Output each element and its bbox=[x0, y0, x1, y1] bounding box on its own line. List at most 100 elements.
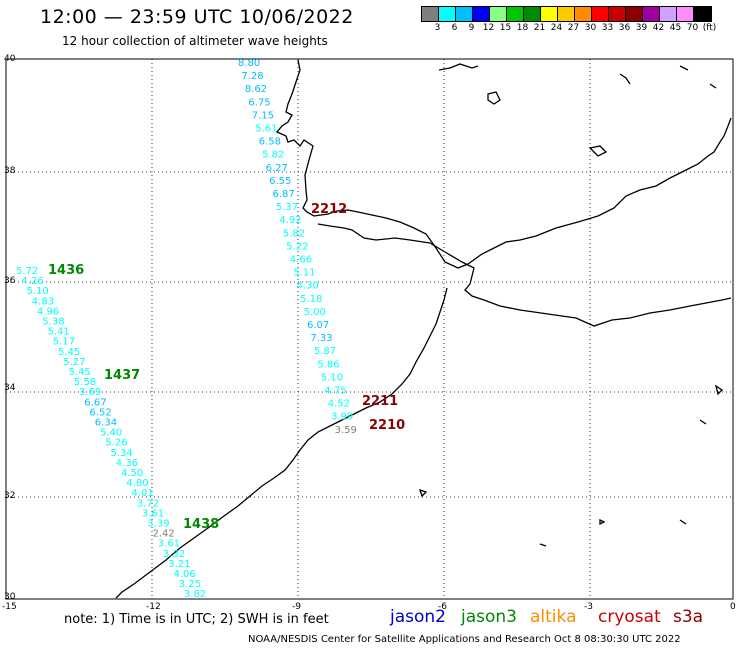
wave-height-value: 3.69 bbox=[79, 387, 101, 398]
wave-height-value: 5.10 bbox=[321, 372, 343, 383]
legend-swatch-15 bbox=[677, 7, 694, 21]
wave-height-value: 5.37 bbox=[276, 202, 298, 213]
satellite-altika: altika bbox=[530, 607, 577, 627]
legend-swatch-2 bbox=[456, 7, 473, 21]
legend-swatch-7 bbox=[541, 7, 558, 21]
lat-label-40: 40 bbox=[4, 54, 16, 64]
map-subtitle: 12 hour collection of altimeter wave hei… bbox=[62, 34, 328, 48]
color-legend bbox=[421, 6, 712, 22]
satellite-s3a: s3a bbox=[673, 607, 704, 627]
wave-height-value: 4.01 bbox=[132, 488, 154, 499]
legend-label-15: 70 bbox=[686, 23, 699, 33]
wave-height-value: 5.82 bbox=[262, 150, 284, 161]
wave-height-value: 4.30 bbox=[297, 281, 319, 292]
wave-height-value: 8.80 bbox=[238, 58, 260, 69]
wave-height-value: 5.58 bbox=[74, 377, 96, 388]
wave-height-value: 3.82 bbox=[184, 589, 206, 600]
wave-height-value: 3.61 bbox=[158, 539, 180, 550]
legend-swatch-14 bbox=[660, 7, 677, 21]
grid-lines bbox=[6, 59, 733, 599]
wave-height-value: 8.62 bbox=[245, 84, 267, 95]
wave-height-value: 5.82 bbox=[283, 228, 305, 239]
lat-label-38: 38 bbox=[4, 166, 16, 176]
legend-label-3: 12 bbox=[482, 23, 495, 33]
legend-swatch-11 bbox=[609, 7, 626, 21]
wave-height-value: 5.17 bbox=[53, 337, 75, 348]
jason3-pass-label-2: 1437 bbox=[104, 368, 140, 383]
legend-label-8: 27 bbox=[567, 23, 580, 33]
jason3-pass-label-1: 1436 bbox=[48, 263, 84, 278]
pass-labels: 1436 1437 1438 2212 2211 2210 bbox=[48, 202, 405, 532]
wave-height-value: 7.33 bbox=[310, 333, 332, 344]
wave-height-value: 6.52 bbox=[90, 407, 112, 418]
lat-label-34: 34 bbox=[4, 383, 16, 393]
legend-label-9: 30 bbox=[584, 23, 597, 33]
legend-swatch-9 bbox=[575, 7, 592, 21]
legend-swatch-13 bbox=[643, 7, 660, 21]
wave-height-value: 3.39 bbox=[147, 519, 169, 530]
wave-height-value: 5.61 bbox=[255, 124, 277, 135]
lon-label-minus6: -6 bbox=[438, 602, 447, 612]
lat-label-30: 30 bbox=[4, 592, 16, 602]
color-legend-labels: 3 6 9 12 15 18 21 24 27 30 33 36 39 42 45 70 (ft) bbox=[429, 23, 718, 33]
coastline bbox=[115, 59, 732, 599]
legend-label-2: 9 bbox=[468, 23, 475, 33]
wave-height-value: 5.38 bbox=[42, 317, 64, 328]
units-note: note: 1) Time is in UTC; 2) SWH is in fe… bbox=[64, 612, 329, 627]
wave-height-value: 6.87 bbox=[273, 189, 295, 200]
lat-label-32: 32 bbox=[4, 491, 16, 501]
legend-swatch-8 bbox=[558, 7, 575, 21]
wave-height-value: 4.80 bbox=[126, 478, 148, 489]
wave-height-value: 4.50 bbox=[121, 468, 143, 479]
legend-swatch-5 bbox=[507, 7, 524, 21]
legend-label-11: 36 bbox=[618, 23, 631, 33]
wave-height-value: 5.41 bbox=[48, 327, 70, 338]
wave-height-value: 6.58 bbox=[259, 137, 281, 148]
legend-swatch-12 bbox=[626, 7, 643, 21]
wave-height-value: 5.40 bbox=[100, 428, 122, 439]
wave-height-value: 4.92 bbox=[279, 215, 301, 226]
legend-label-5: 18 bbox=[516, 23, 529, 33]
wave-height-value: 5.72 bbox=[16, 266, 38, 277]
wave-height-value: 3.25 bbox=[179, 579, 201, 590]
wave-height-value: 4.06 bbox=[174, 569, 196, 580]
wave-height-value: 5.34 bbox=[111, 448, 133, 459]
legend-label-0: 3 bbox=[434, 23, 441, 33]
legend-swatch-16 bbox=[694, 7, 711, 21]
wave-height-value: 4.96 bbox=[37, 306, 59, 317]
legend-label-7: 24 bbox=[550, 23, 563, 33]
lon-label-minus9: -9 bbox=[292, 602, 301, 612]
wave-height-value: 5.86 bbox=[317, 359, 339, 370]
legend-label-6: 21 bbox=[533, 23, 546, 33]
wave-height-value: 5.27 bbox=[63, 357, 85, 368]
wave-height-value: 3.21 bbox=[168, 559, 190, 570]
legend-label-1: 6 bbox=[451, 23, 458, 33]
wave-height-track-west: 5.724.265.104.834.965.385.415.175.455.27… bbox=[16, 266, 206, 600]
legend-swatch-3 bbox=[473, 7, 490, 21]
wave-height-value: 4.26 bbox=[21, 276, 43, 287]
cryosat-pass-label-2: 2211 bbox=[362, 394, 398, 409]
wave-height-value: 5.18 bbox=[300, 294, 322, 305]
wave-height-value: 6.34 bbox=[95, 418, 117, 429]
wave-height-value: 5.22 bbox=[286, 241, 308, 252]
wave-height-value: 4.66 bbox=[290, 255, 312, 266]
map-frame bbox=[5, 58, 734, 600]
wave-height-value: 3.99 bbox=[331, 412, 353, 423]
wave-height-value: 5.45 bbox=[69, 367, 91, 378]
wave-height-value: 4.36 bbox=[116, 458, 138, 469]
wave-height-value: 6.27 bbox=[266, 163, 288, 174]
wave-height-track-east: 8.80 7.28 8.62 6.75 7.15 5.61 6.58 5.82 6.27 6.55… bbox=[238, 58, 357, 436]
satellite-jason2: jason2 bbox=[390, 607, 446, 627]
legend-label-10: 33 bbox=[601, 23, 614, 33]
legend-swatch-6 bbox=[524, 7, 541, 21]
wave-height-value: 3.32 bbox=[163, 549, 185, 560]
wave-height-value: 5.10 bbox=[27, 286, 49, 297]
lat-label-36: 36 bbox=[4, 276, 16, 286]
wave-height-value: 5.11 bbox=[293, 268, 315, 279]
jason3-pass-label-3: 1438 bbox=[183, 517, 219, 532]
wave-height-value: 6.55 bbox=[269, 176, 291, 187]
legend-swatch-1 bbox=[439, 7, 456, 21]
satellite-cryosat: cryosat bbox=[598, 607, 661, 627]
wave-height-value: 3.61 bbox=[142, 508, 164, 519]
